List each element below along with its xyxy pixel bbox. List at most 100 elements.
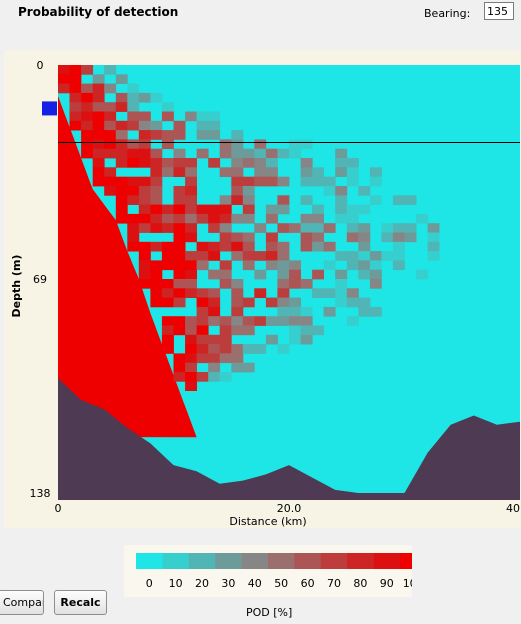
pod-cell <box>173 353 186 364</box>
pod-cell <box>300 176 313 187</box>
pod-cell <box>208 334 221 345</box>
pod-cell <box>277 251 290 261</box>
pod-cell <box>173 316 186 326</box>
pod-cell <box>161 251 174 261</box>
pod-cell <box>138 92 151 103</box>
pod-cell <box>138 158 151 168</box>
pod-cell <box>335 204 348 215</box>
pod-cell <box>92 92 105 103</box>
pod-cell <box>346 223 359 233</box>
pod-cell <box>231 353 244 364</box>
pod-cell <box>242 316 255 326</box>
source-marker[interactable] <box>42 101 57 116</box>
pod-cell <box>104 83 117 94</box>
pod-cell <box>196 353 209 364</box>
pod-cell <box>242 344 255 354</box>
pod-cell <box>104 148 117 159</box>
pod-cell <box>277 148 290 159</box>
pod-cell <box>127 158 140 168</box>
pod-cell <box>427 241 440 252</box>
pod-cell <box>231 316 244 326</box>
pod-cell <box>104 130 117 140</box>
pod-cell <box>104 139 117 150</box>
pod-cell <box>138 260 151 271</box>
compare-button[interactable]: Compare <box>0 590 44 615</box>
pod-cell <box>242 325 255 336</box>
pod-cell <box>196 241 209 252</box>
pod-cell <box>185 176 197 187</box>
legend-swatch <box>162 553 190 569</box>
pod-cell <box>277 223 290 233</box>
pod-cell <box>92 102 105 112</box>
pod-cell <box>289 269 301 280</box>
pod-cell <box>335 279 348 289</box>
pod-cell <box>358 204 371 215</box>
pod-cell <box>358 186 371 196</box>
pod-cell <box>242 297 255 308</box>
pod-cell <box>127 102 140 112</box>
pod-cell <box>323 241 336 252</box>
pod-cell <box>185 223 197 233</box>
pod-cell <box>265 176 278 187</box>
pod-cell <box>150 186 163 196</box>
pod-cell <box>173 120 186 131</box>
pod-cell <box>115 102 128 112</box>
pod-cell <box>231 139 244 150</box>
legend-swatch <box>400 553 427 569</box>
pod-cell <box>173 260 186 271</box>
pod-cell <box>69 83 82 94</box>
pod-cell <box>81 92 94 103</box>
pod-cell <box>335 167 348 177</box>
pod-cell <box>196 204 209 215</box>
pod-cell <box>265 297 278 308</box>
pod-cell <box>161 111 174 122</box>
pod-cell <box>300 139 313 150</box>
pod-cell <box>150 204 163 215</box>
pod-cell <box>161 204 174 215</box>
pod-cell <box>277 204 290 215</box>
pod-cell <box>150 260 163 271</box>
pod-cell <box>208 372 221 382</box>
pod-cell <box>231 241 244 252</box>
y-tick-label: 138 <box>30 487 51 500</box>
pod-cell <box>358 306 371 317</box>
pod-cell <box>138 241 151 252</box>
pod-cell <box>300 325 313 336</box>
pod-cell <box>115 186 128 196</box>
pod-cell <box>196 130 209 140</box>
pod-cell <box>173 130 186 140</box>
legend-tick-label: 20 <box>195 577 209 590</box>
pod-cell <box>277 288 290 298</box>
pod-cell <box>254 251 267 261</box>
pod-cell <box>150 120 163 131</box>
pod-cell <box>300 279 313 289</box>
pod-cell <box>219 372 232 382</box>
pod-cell <box>219 195 232 205</box>
pod-cell <box>242 204 255 215</box>
pod-cell <box>127 195 140 205</box>
pod-cell <box>289 223 301 233</box>
pod-cell <box>161 325 174 336</box>
pod-cell <box>335 251 348 261</box>
pod-cell <box>104 176 117 187</box>
pod-cell <box>138 223 151 233</box>
pod-cell <box>323 260 336 271</box>
pod-cell <box>127 111 140 122</box>
pod-cell <box>346 316 359 326</box>
pod-cell <box>185 334 197 345</box>
bearing-label: Bearing: <box>424 7 471 20</box>
pod-cell <box>392 195 405 205</box>
pod-cell <box>104 167 117 177</box>
pod-cell <box>92 176 105 187</box>
pod-cell <box>185 288 197 298</box>
x-tick-label: 0 <box>55 502 62 515</box>
bearing-input[interactable] <box>484 2 514 20</box>
pod-cell <box>115 158 128 168</box>
pod-cell <box>231 213 244 224</box>
pod-cell <box>185 195 197 205</box>
recalc-button[interactable]: Recalc <box>54 590 107 615</box>
pod-cell <box>208 241 221 252</box>
pod-cell <box>173 297 186 308</box>
pod-cell <box>265 260 278 271</box>
pod-cell <box>369 195 382 205</box>
